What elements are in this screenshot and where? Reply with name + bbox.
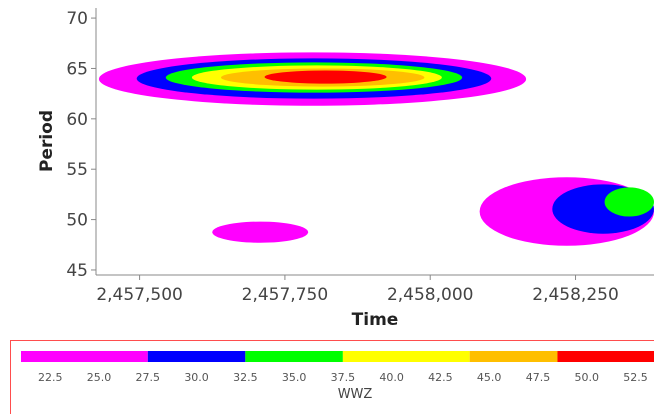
colorbar-tick-label: 37.5 (331, 371, 356, 384)
colorbar-tick-label: 52.5 (623, 371, 648, 384)
y-tick-label: 70 (66, 9, 88, 29)
colorbar-tick-label: 25.0 (87, 371, 112, 384)
contour-region-5 (264, 70, 387, 84)
colorbar-tick-label: 40.0 (379, 371, 404, 384)
contour-region-9 (604, 187, 654, 217)
x-axis-ticks: 2,457,500 2,457,750 2,458,000 2,458,250 (96, 275, 619, 305)
x-tick-label: 2,458,000 (387, 285, 474, 305)
y-axis-title: Period (37, 110, 57, 172)
colorbar-tick-label: 30.0 (184, 371, 209, 384)
colorbar-band-1 (147, 351, 246, 362)
y-tick-label: 55 (66, 160, 88, 180)
colorbar-tick-label: 45.0 (477, 371, 502, 384)
colorbar-title: WWZ (338, 387, 373, 402)
colorbar-band-2 (245, 351, 343, 362)
colorbar-legend: 22.5 25.0 27.5 30.0 32.5 35.0 37.5 40.0 42.5 45.0… (10, 340, 654, 414)
colorbar-band-0 (21, 351, 148, 362)
y-axis-ticks: 45 50 55 60 65 70 (66, 9, 96, 281)
colorbar-band-5 (557, 351, 654, 362)
colorbar-tick-label: 50.0 (574, 371, 599, 384)
contour-region-6 (212, 221, 309, 243)
x-axis-title: Time (352, 310, 399, 330)
colorbar: 22.5 25.0 27.5 30.0 32.5 35.0 37.5 40.0 42.5 45.0… (21, 351, 654, 402)
colorbar-tick-label: 22.5 (38, 371, 63, 384)
colorbar-tick-label: 27.5 (136, 371, 161, 384)
wwz-contour-chart: 2,457,500 2,457,750 2,458,000 2,458,250 45 5… (37, 8, 654, 330)
plot-area (95, 8, 654, 276)
y-tick-label: 65 (66, 59, 88, 79)
colorbar-band-3 (342, 351, 470, 362)
colorbar-ticks: 22.5 25.0 27.5 30.0 32.5 35.0 37.5 40.0 42.5 45.0… (38, 371, 648, 384)
y-tick-label: 60 (66, 110, 88, 130)
x-tick-label: 2,457,750 (242, 285, 329, 305)
contour-regions (98, 52, 654, 246)
colorbar-band-4 (469, 351, 558, 362)
x-tick-label: 2,457,500 (96, 285, 183, 305)
colorbar-tick-label: 32.5 (233, 371, 258, 384)
colorbar-bands (21, 351, 654, 362)
y-tick-label: 45 (66, 261, 88, 281)
colorbar-tick-label: 47.5 (526, 371, 551, 384)
colorbar-tick-label: 35.0 (282, 371, 307, 384)
x-tick-label: 2,458,250 (532, 285, 619, 305)
colorbar-tick-label: 42.5 (428, 371, 453, 384)
y-tick-label: 50 (66, 211, 88, 231)
